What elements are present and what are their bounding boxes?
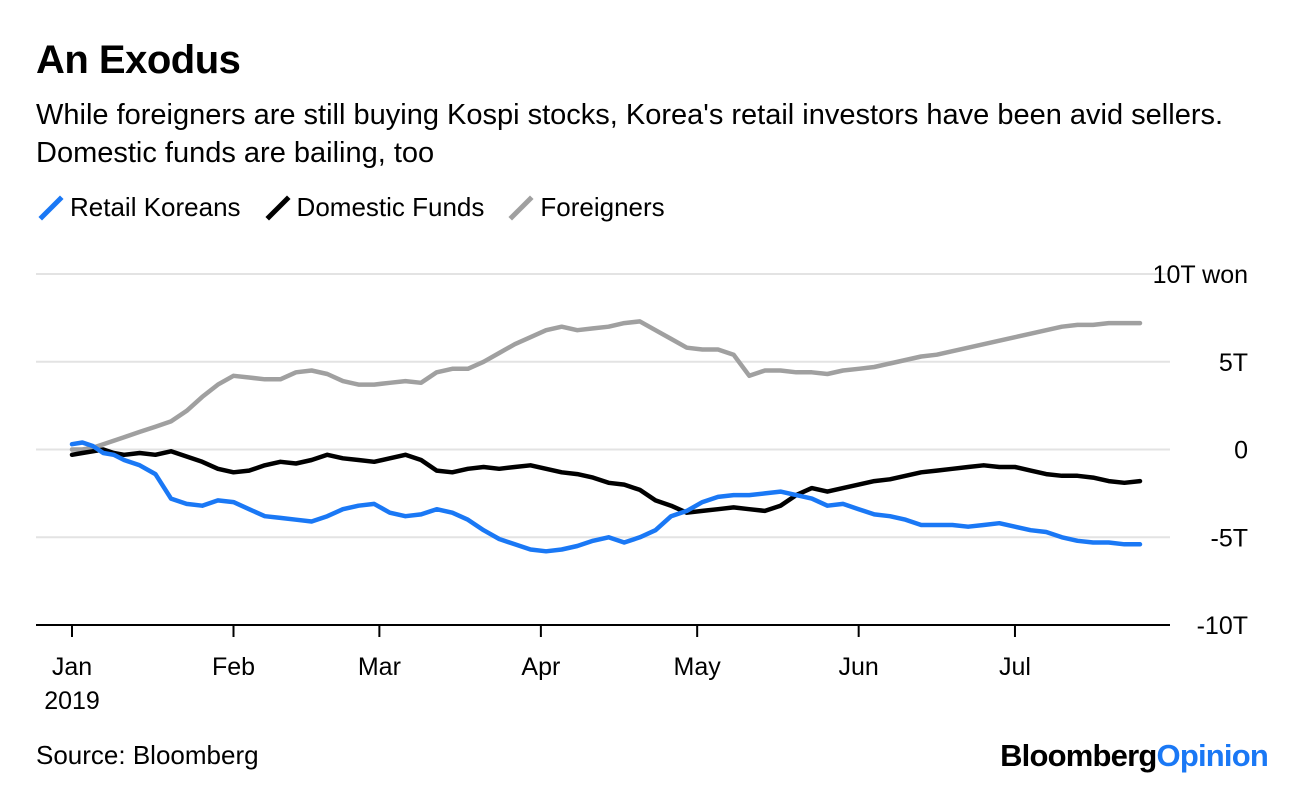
legend-swatch-retail-icon [38, 194, 64, 221]
y-tick-label: -5T [1211, 524, 1249, 552]
y-tick-label: 5T [1219, 349, 1248, 377]
chart-subtitle: While foreigners are still buying Kospi … [36, 99, 1224, 169]
brand-part-bloomberg: Bloomberg [1000, 738, 1157, 773]
series-line-domestic-funds [69, 447, 1143, 515]
series-line-foreigners [69, 319, 1143, 452]
source-note: Source: Bloomberg [36, 740, 259, 770]
x-tick-label: Mar [358, 653, 401, 681]
legend-item-domestic: Domestic Funds [263, 192, 485, 223]
brand-part-opinion: Opinion [1156, 738, 1269, 773]
y-tick-label: 0 [1234, 437, 1248, 465]
x-tick-label: Feb [212, 653, 255, 681]
chart-title: An Exodus [36, 38, 241, 82]
x-tick-label: Jul [999, 653, 1031, 681]
legend-item-retail: Retail Koreans [36, 192, 241, 223]
series-line-retail-koreans [69, 440, 1143, 554]
brand-logo: BloombergOpinion [1000, 738, 1269, 774]
x-tick-label: Apr [521, 653, 560, 681]
x-tick-label: May [674, 653, 722, 681]
legend-label-domestic: Domestic Funds [296, 192, 485, 222]
y-tick-label: -10T [1197, 612, 1248, 640]
legend-label-retail: Retail Koreans [70, 192, 241, 222]
x-tick-label: Jan [52, 653, 92, 681]
x-tick-sublabel: 2019 [44, 687, 100, 715]
legend-label-foreigners: Foreigners [540, 192, 665, 222]
legend-swatch-domestic-icon [265, 194, 291, 221]
y-tick-label: 10T won [1153, 261, 1248, 289]
x-tick-label: Jun [839, 653, 879, 681]
legend-item-foreigners: Foreigners [506, 192, 665, 223]
legend: Retail Koreans Domestic Funds Foreigners [36, 192, 687, 223]
legend-swatch-foreigners-icon [508, 194, 534, 221]
